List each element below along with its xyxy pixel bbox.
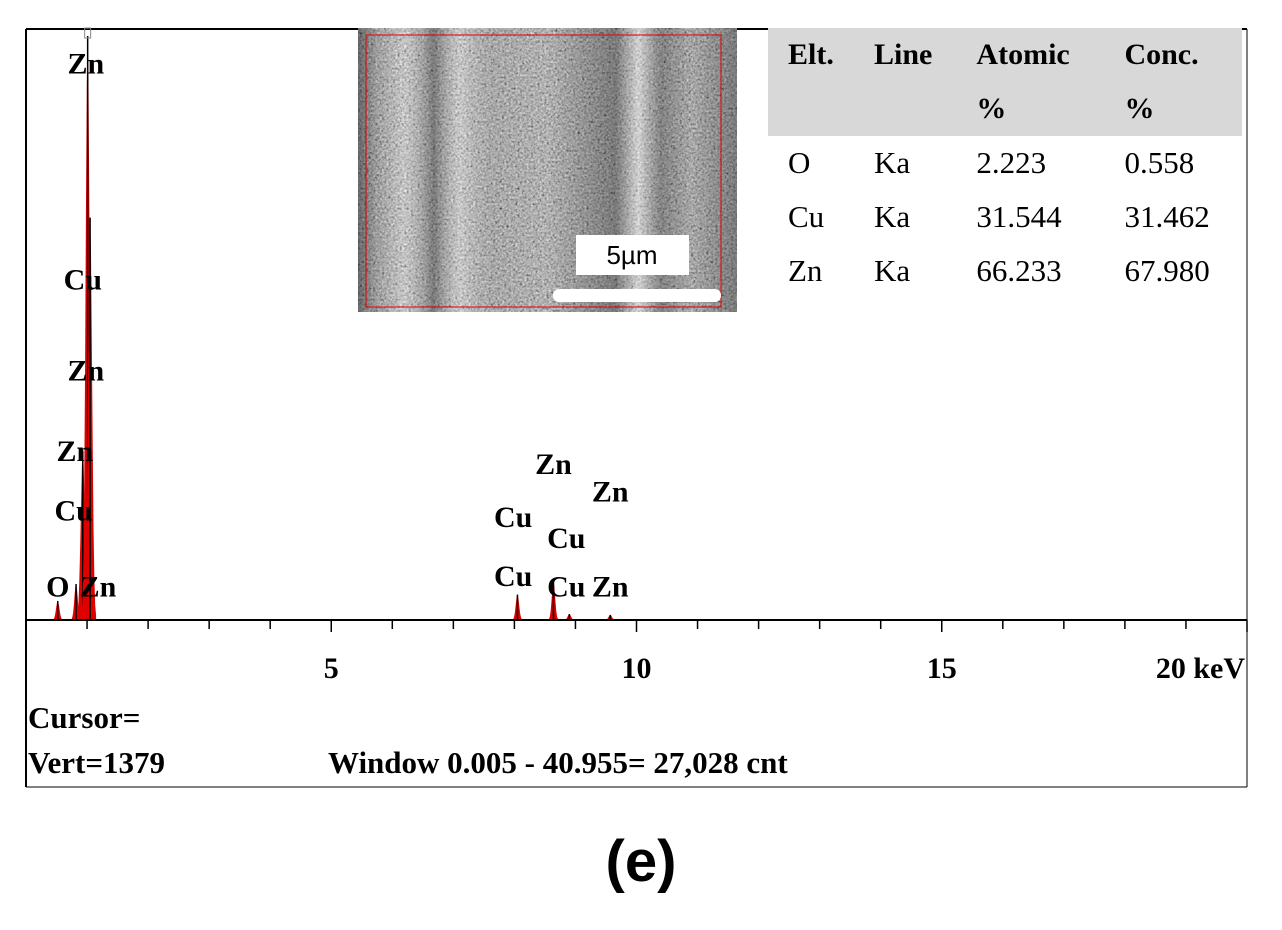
- table-row: Zn Ka 66.233 67.980: [768, 244, 1242, 298]
- header-atomic: Atomic%: [956, 28, 1105, 136]
- vert-readout: Vert=1379: [28, 745, 166, 780]
- peak-label: Cu: [54, 494, 92, 527]
- peak-label: Cu: [494, 501, 532, 534]
- peak-label: Zn: [67, 355, 104, 388]
- header-atomic-unit: %: [976, 92, 1007, 125]
- header-line: Line: [854, 28, 957, 136]
- table-header-row: Elt. Line Atomic% Conc.%: [768, 28, 1242, 136]
- cell-atomic: 66.233: [976, 253, 1062, 288]
- table-row: O Ka 2.223 0.558: [768, 136, 1242, 190]
- cursor-marker: [84, 27, 92, 39]
- cell-conc: 67.980: [1124, 253, 1210, 288]
- peak-label: Zn: [56, 435, 93, 468]
- cell-line: Ka: [874, 145, 911, 180]
- peak-label: Cu: [64, 264, 102, 297]
- panel-label: (e): [605, 829, 677, 894]
- x-tick-label-end: 20 keV: [1156, 652, 1246, 685]
- cell-atomic: 2.223: [976, 145, 1047, 180]
- scale-bar: [553, 289, 721, 302]
- table-header: Elt. Line Atomic% Conc.%: [768, 28, 1242, 136]
- header-conc: Conc.%: [1104, 28, 1242, 136]
- header-atomic-label: Atomic: [976, 38, 1070, 71]
- cell-line: Ka: [874, 253, 911, 288]
- scale-bar-label-box: [576, 235, 689, 275]
- peak-label: Cu: [547, 522, 585, 555]
- x-axis: 5 10 15 20 keV: [26, 619, 1248, 685]
- peak-label: Zn: [592, 571, 629, 604]
- x-tick-label: 10: [622, 652, 652, 685]
- cell-atomic: 31.544: [976, 199, 1062, 234]
- cell-line: Ka: [874, 199, 911, 234]
- cell-element: Zn: [788, 253, 823, 288]
- peak-label: Cu: [547, 571, 585, 604]
- sem-image-inset: 5µm: [358, 28, 737, 312]
- sem-region-box: [365, 34, 722, 308]
- header-conc-label: Conc.: [1124, 38, 1199, 71]
- x-tick-label: 15: [927, 652, 957, 685]
- table-body: O Ka 2.223 0.558 Cu Ka 31.544 31.462 Zn …: [768, 136, 1242, 298]
- cell-conc: 31.462: [1124, 199, 1210, 234]
- cell-conc: 0.558: [1124, 145, 1195, 180]
- sem-micrograph: 5µm: [358, 28, 737, 312]
- header-element: Elt.: [768, 28, 855, 136]
- peak-label: O: [46, 571, 69, 604]
- peak-label: Zn: [592, 475, 629, 508]
- cell-element: O: [788, 145, 811, 180]
- peak-label: Zn: [67, 48, 104, 81]
- header-element-label: Elt.: [788, 38, 834, 71]
- cell-element: Cu: [788, 199, 825, 234]
- header-line-label: Line: [874, 38, 933, 71]
- scale-bar-label: 5µm: [606, 240, 657, 270]
- table-row: Cu Ka 31.544 31.462: [768, 190, 1242, 244]
- x-tick-label: 5: [324, 652, 339, 685]
- cursor-readout: Cursor=: [28, 700, 141, 735]
- peak-label: Zn: [80, 571, 117, 604]
- peak-label: Cu: [494, 560, 532, 593]
- header-conc-unit: %: [1124, 92, 1155, 125]
- peaks-layer: [52, 27, 616, 620]
- peak-label: Zn: [535, 448, 572, 481]
- window-readout: Window 0.005 - 40.955= 27,028 cnt: [328, 745, 788, 780]
- quantification-table: Elt. Line Atomic% Conc.% O Ka 2.223 0.55…: [768, 28, 1242, 298]
